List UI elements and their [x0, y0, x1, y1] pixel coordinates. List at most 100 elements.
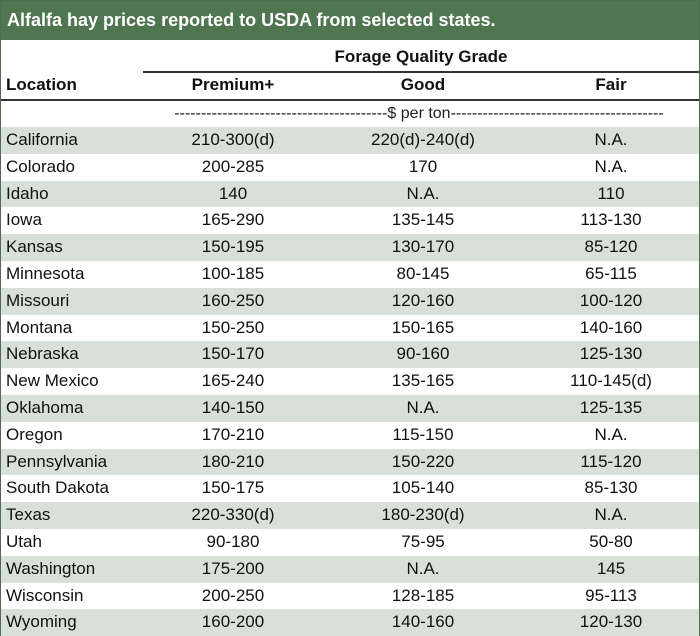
table-row: Washington 175-200 N.A. 145 [1, 555, 699, 583]
group-header: Forage Quality Grade [143, 40, 699, 73]
good-cell: 80-145 [396, 263, 450, 283]
good-cell: 120-160 [391, 290, 455, 310]
premium-cell: 180-210 [201, 451, 265, 471]
good-cell: 220(d)-240(d) [371, 130, 475, 149]
fair-cell: N.A. [594, 424, 628, 444]
premium-cell: 210-300(d) [191, 130, 275, 149]
fair-cell: 100-120 [579, 290, 643, 310]
table-row: Montana 150-250 150-165 140-160 [1, 315, 699, 342]
location-cell: Kansas [6, 237, 63, 257]
premium-cell: 170-210 [201, 424, 265, 444]
location-cell: Utah [6, 531, 42, 551]
good-cell: N.A. [406, 183, 440, 203]
good-cell: N.A. [406, 397, 440, 417]
good-cell: N.A. [406, 558, 440, 578]
premium-cell: 150-175 [201, 478, 265, 498]
premium-cell: 175-200 [201, 558, 265, 578]
fair-cell: 125-130 [579, 344, 643, 364]
column-header-fair: Fair [595, 75, 627, 94]
table-row: Kansas 150-195 130-170 85-120 [1, 234, 699, 261]
fair-cell: N.A. [594, 156, 628, 176]
good-cell: 105-140 [391, 478, 455, 498]
table-row: South Dakota 150-175 105-140 85-130 [1, 475, 699, 502]
table-body: California 210-300(d) 220(d)-240(d) N.A. Col… [1, 127, 699, 636]
good-cell: 140-160 [391, 612, 455, 632]
fair-cell: 110 [597, 183, 625, 203]
table-row: Utah 90-180 75-95 50-80 [1, 529, 699, 556]
good-cell: 150-220 [391, 451, 455, 471]
location-cell: Wisconsin [6, 585, 84, 605]
premium-cell: 140-150 [201, 397, 265, 417]
fair-cell: 140-160 [579, 317, 643, 337]
table-row: New Mexico 165-240 135-165 110-145(d) [1, 368, 699, 395]
table-row: Wyoming 160-200 140-160 120-130 [1, 609, 699, 636]
unit-label: ----------------------------------------… [174, 105, 664, 122]
location-cell: Washington [6, 558, 96, 578]
location-cell: Missouri [6, 290, 70, 310]
unit-row: ----------------------------------------… [1, 101, 699, 127]
fair-cell: 85-120 [584, 237, 638, 257]
fair-cell: N.A. [594, 130, 628, 149]
fair-cell: 50-80 [589, 531, 633, 551]
location-cell: Montana [6, 317, 73, 337]
location-cell: Oregon [6, 424, 63, 444]
table-row: Oregon 170-210 115-150 N.A. [1, 422, 699, 449]
location-cell: Iowa [6, 210, 42, 230]
column-header-location: Location [6, 75, 77, 94]
premium-cell: 160-200 [201, 612, 265, 632]
location-cell: Nebraska [6, 344, 79, 364]
location-cell: Colorado [6, 156, 75, 176]
column-header-good: Good [400, 75, 446, 94]
location-cell: Texas [6, 505, 51, 525]
good-cell: 130-170 [391, 237, 455, 257]
premium-cell: 165-290 [201, 210, 265, 230]
fair-cell: 120-130 [579, 612, 643, 632]
premium-cell: 100-185 [201, 263, 265, 283]
table-row: California 210-300(d) 220(d)-240(d) N.A. [1, 127, 699, 154]
location-cell: Pennsylvania [6, 451, 108, 471]
premium-cell: 220-330(d) [191, 505, 275, 525]
location-cell: New Mexico [6, 371, 99, 391]
good-cell: 150-165 [391, 317, 455, 337]
location-cell: Minnesota [6, 263, 85, 283]
good-cell: 115-150 [392, 424, 454, 444]
table-row: Nebraska 150-170 90-160 125-130 [1, 341, 699, 369]
table-row: Pennsylvania 180-210 150-220 115-120 [1, 448, 699, 476]
table-row: Oklahoma 140-150 N.A. 125-135 [1, 394, 699, 422]
premium-cell: 150-195 [201, 237, 265, 257]
premium-cell: 200-250 [201, 585, 265, 605]
table-row: Minnesota 100-185 80-145 65-115 [1, 261, 699, 288]
location-cell: California [6, 130, 78, 149]
location-cell: Idaho [6, 183, 49, 203]
premium-cell: 150-250 [201, 317, 265, 337]
location-cell: Oklahoma [6, 397, 84, 417]
fair-cell: 65-115 [585, 263, 637, 283]
premium-cell: 200-285 [201, 156, 265, 176]
premium-cell: 150-170 [201, 344, 265, 364]
premium-cell: 160-250 [201, 290, 265, 310]
location-cell: South Dakota [6, 478, 110, 498]
table-row: Iowa 165-290 135-145 113-130 [1, 207, 699, 234]
good-cell: 135-145 [391, 210, 455, 230]
column-header-premium: Premium+ [191, 75, 275, 94]
good-cell: 75-95 [401, 531, 445, 551]
premium-cell: 165-240 [201, 371, 265, 391]
table-row: Missouri 160-250 120-160 100-120 [1, 287, 699, 315]
fair-cell: 113-130 [580, 210, 642, 230]
table-title: Alfalfa hay prices reported to USDA from… [1, 1, 699, 40]
fair-cell: 125-135 [579, 397, 643, 417]
good-cell: 135-165 [391, 371, 455, 391]
good-cell: 180-230(d) [381, 505, 465, 525]
table-row: Colorado 200-285 170 N.A. [1, 154, 699, 181]
fair-cell: 110-145(d) [570, 371, 652, 391]
good-cell: 90-160 [396, 344, 450, 364]
location-cell: Wyoming [6, 612, 77, 632]
group-header-row: Forage Quality Grade [1, 40, 699, 73]
column-header-row: Location Premium+ Good Fair [1, 71, 699, 101]
premium-cell: 90-180 [206, 531, 260, 551]
fair-cell: 95-113 [585, 585, 637, 605]
table-row: Texas 220-330(d) 180-230(d) N.A. [1, 502, 699, 529]
fair-cell: N.A. [594, 505, 628, 525]
fair-cell: 85-130 [584, 478, 638, 498]
fair-cell: 115-120 [580, 451, 642, 471]
